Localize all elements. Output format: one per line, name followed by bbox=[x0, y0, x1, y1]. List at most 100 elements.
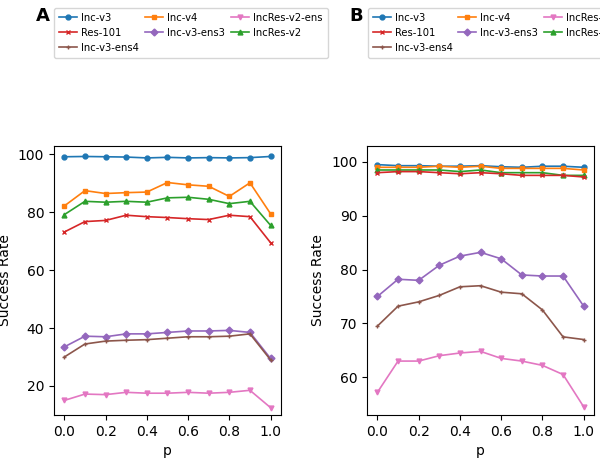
Inc-v3 bbox=[436, 164, 443, 169]
IncRes-v2-ens bbox=[267, 405, 274, 410]
IncRes-v2 bbox=[436, 167, 443, 173]
Res-101 bbox=[518, 172, 526, 178]
Inc-v3-ens3 bbox=[184, 328, 191, 334]
IncRes-v2 bbox=[497, 170, 505, 176]
Res-101 bbox=[226, 213, 233, 218]
Inc-v3-ens4 bbox=[539, 307, 546, 313]
Inc-v3-ens3 bbox=[226, 328, 233, 333]
Inc-v3 bbox=[61, 154, 68, 160]
IncRes-v2 bbox=[82, 199, 89, 204]
Res-101 bbox=[184, 216, 191, 221]
Inc-v3-ens3 bbox=[518, 272, 526, 278]
Res-101 bbox=[559, 172, 566, 178]
Y-axis label: Success Rate: Success Rate bbox=[311, 234, 325, 326]
Inc-v3-ens3 bbox=[415, 278, 422, 283]
Inc-v3 bbox=[477, 163, 484, 168]
Res-101 bbox=[61, 229, 68, 235]
IncRes-v2 bbox=[374, 167, 381, 173]
Inc-v4 bbox=[61, 203, 68, 209]
Res-101 bbox=[247, 214, 254, 219]
Inc-v4 bbox=[267, 211, 274, 217]
IncRes-v2 bbox=[143, 200, 151, 205]
Inc-v3-ens3 bbox=[477, 249, 484, 255]
IncRes-v2-ens bbox=[518, 358, 526, 364]
IncRes-v2 bbox=[415, 167, 422, 173]
Inc-v3-ens3 bbox=[539, 273, 546, 279]
Inc-v3-ens3 bbox=[267, 356, 274, 361]
Res-101 bbox=[164, 215, 171, 220]
Line: Inc-v3-ens3: Inc-v3-ens3 bbox=[62, 328, 273, 361]
IncRes-v2-ens bbox=[247, 388, 254, 393]
Inc-v3-ens4 bbox=[497, 290, 505, 295]
Res-101 bbox=[580, 174, 587, 180]
Line: Inc-v3-ens4: Inc-v3-ens4 bbox=[375, 284, 586, 342]
Line: Inc-v4: Inc-v4 bbox=[375, 164, 586, 172]
Res-101 bbox=[205, 217, 212, 222]
IncRes-v2-ens bbox=[374, 390, 381, 395]
Inc-v3-ens4 bbox=[82, 341, 89, 347]
Line: IncRes-v2: IncRes-v2 bbox=[62, 195, 273, 228]
Inc-v3-ens3 bbox=[457, 254, 464, 259]
IncRes-v2 bbox=[477, 167, 484, 173]
Res-101 bbox=[415, 169, 422, 174]
Inc-v4 bbox=[143, 189, 151, 195]
Inc-v4 bbox=[580, 167, 587, 173]
Res-101 bbox=[539, 172, 546, 178]
Inc-v4 bbox=[164, 180, 171, 185]
IncRes-v2 bbox=[580, 172, 587, 178]
Inc-v4 bbox=[374, 165, 381, 170]
IncRes-v2 bbox=[457, 169, 464, 174]
Line: IncRes-v2-ens: IncRes-v2-ens bbox=[375, 349, 586, 409]
Inc-v3-ens4 bbox=[102, 338, 109, 344]
IncRes-v2-ens bbox=[415, 358, 422, 364]
Inc-v3-ens3 bbox=[102, 334, 109, 340]
Line: Inc-v3: Inc-v3 bbox=[62, 154, 273, 160]
IncRes-v2 bbox=[226, 201, 233, 207]
Inc-v3 bbox=[374, 162, 381, 167]
IncRes-v2 bbox=[394, 167, 401, 173]
Res-101 bbox=[102, 218, 109, 223]
Inc-v3 bbox=[184, 155, 191, 161]
Inc-v3-ens3 bbox=[436, 262, 443, 268]
Inc-v3-ens4 bbox=[477, 283, 484, 289]
Line: Inc-v3: Inc-v3 bbox=[375, 162, 586, 170]
Res-101 bbox=[436, 170, 443, 176]
Inc-v3 bbox=[497, 164, 505, 170]
Line: Inc-v4: Inc-v4 bbox=[62, 180, 273, 216]
Res-101 bbox=[143, 214, 151, 219]
Inc-v3-ens4 bbox=[143, 337, 151, 343]
Inc-v3-ens3 bbox=[61, 344, 68, 349]
IncRes-v2 bbox=[205, 196, 212, 202]
Legend: Inc-v3, Res-101, Inc-v3-ens4, Inc-v4, Inc-v3-ens3, IncRes-v2-ens, IncRes-v2: Inc-v3, Res-101, Inc-v3-ens4, Inc-v4, In… bbox=[55, 8, 328, 58]
IncRes-v2-ens bbox=[394, 358, 401, 364]
Inc-v3-ens4 bbox=[518, 291, 526, 296]
Inc-v3-ens3 bbox=[205, 328, 212, 334]
Inc-v4 bbox=[82, 188, 89, 193]
Res-101 bbox=[267, 240, 274, 245]
Inc-v3-ens3 bbox=[580, 303, 587, 309]
Inc-v4 bbox=[415, 165, 422, 170]
IncRes-v2-ens bbox=[164, 390, 171, 396]
Line: IncRes-v2-ens: IncRes-v2-ens bbox=[62, 388, 273, 410]
Inc-v3 bbox=[205, 155, 212, 160]
Inc-v3-ens3 bbox=[394, 277, 401, 282]
Inc-v4 bbox=[477, 164, 484, 169]
Inc-v3 bbox=[247, 155, 254, 160]
Inc-v3-ens4 bbox=[394, 303, 401, 309]
IncRes-v2 bbox=[267, 223, 274, 228]
Inc-v3-ens4 bbox=[184, 334, 191, 340]
IncRes-v2-ens bbox=[226, 390, 233, 395]
Inc-v3 bbox=[102, 154, 109, 160]
IncRes-v2-ens bbox=[559, 372, 566, 377]
Inc-v4 bbox=[102, 191, 109, 196]
Inc-v4 bbox=[436, 164, 443, 169]
Inc-v4 bbox=[226, 194, 233, 199]
Inc-v3 bbox=[580, 165, 587, 170]
Inc-v4 bbox=[184, 182, 191, 188]
Text: A: A bbox=[36, 7, 50, 25]
IncRes-v2-ens bbox=[82, 391, 89, 397]
Inc-v3-ens3 bbox=[122, 331, 130, 337]
Line: Inc-v3-ens4: Inc-v3-ens4 bbox=[62, 331, 273, 362]
Inc-v4 bbox=[497, 165, 505, 171]
Inc-v3-ens3 bbox=[143, 331, 151, 337]
